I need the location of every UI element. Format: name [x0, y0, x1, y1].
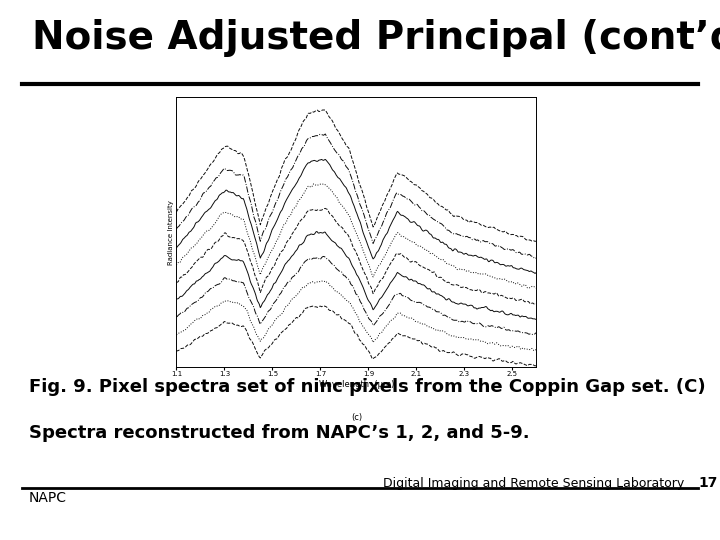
Y-axis label: Radiance Intensity: Radiance Intensity	[168, 200, 174, 265]
Text: Fig. 9. Pixel spectra set of ninc pixels from the Coppin Gap set. (C): Fig. 9. Pixel spectra set of ninc pixels…	[29, 378, 706, 396]
Text: Spectra reconstructed from NAPC’s 1, 2, and 5-9.: Spectra reconstructed from NAPC’s 1, 2, …	[29, 424, 529, 442]
Text: NAPC: NAPC	[29, 491, 67, 505]
Text: 17: 17	[698, 476, 718, 490]
X-axis label: Wavelength  (μm): Wavelength (μm)	[319, 380, 394, 389]
Text: Noise Adjusted Principal (cont’d): Noise Adjusted Principal (cont’d)	[32, 19, 720, 57]
Text: Digital Imaging and Remote Sensing Laboratory: Digital Imaging and Remote Sensing Labor…	[383, 477, 684, 490]
Text: (c): (c)	[351, 413, 362, 422]
